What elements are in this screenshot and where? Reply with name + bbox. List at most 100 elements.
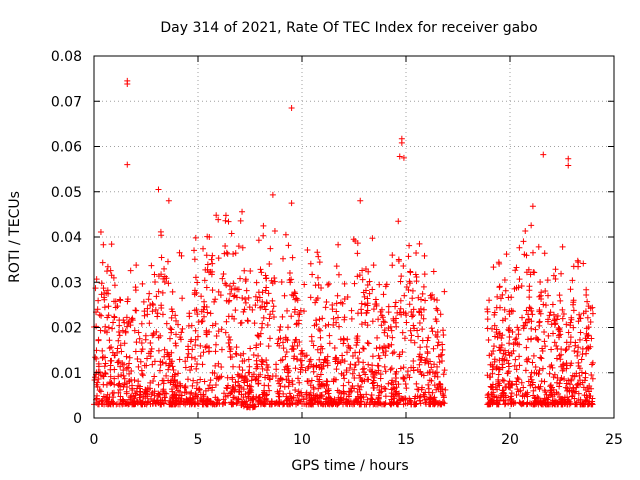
data-point: [212, 320, 219, 327]
data-point: [344, 400, 351, 407]
data-point: [100, 241, 107, 248]
data-point: [364, 300, 371, 307]
x-tick-label: 10: [293, 432, 311, 448]
x-tick-label: 15: [397, 432, 415, 448]
data-point: [385, 309, 392, 316]
data-point: [115, 359, 122, 366]
data-point: [409, 313, 416, 320]
data-point: [516, 276, 523, 283]
data-point: [116, 317, 123, 324]
data-point: [369, 286, 376, 293]
data-point: [571, 347, 578, 354]
data-point: [136, 335, 143, 342]
data-point: [416, 353, 422, 360]
data-point: [260, 314, 267, 321]
data-point: [230, 293, 237, 300]
data-point: [407, 337, 414, 344]
data-point: [358, 321, 365, 328]
data-point: [425, 381, 432, 388]
data-point: [161, 394, 168, 401]
data-point: [285, 395, 292, 402]
data-point: [246, 304, 253, 311]
data-point: [533, 398, 540, 405]
data-point: [178, 398, 185, 405]
data-point: [389, 334, 396, 341]
data-point: [392, 370, 399, 377]
data-point: [526, 283, 533, 290]
data-point: [208, 256, 215, 263]
data-point: [172, 397, 179, 404]
data-point: [382, 393, 389, 400]
data-point: [308, 377, 315, 384]
data-point: [364, 339, 371, 346]
data-point: [127, 267, 134, 274]
data-point: [273, 366, 280, 373]
data-point: [255, 289, 262, 296]
data-point: [376, 355, 383, 362]
data-point: [323, 299, 330, 306]
data-point: [565, 329, 572, 336]
data-point: [289, 381, 296, 388]
data-point: [337, 359, 344, 366]
data-point: [370, 306, 377, 313]
data-point: [588, 335, 595, 342]
data-point: [161, 353, 168, 360]
data-point: [431, 394, 438, 401]
data-point: [203, 343, 210, 350]
data-point: [388, 386, 395, 393]
data-point: [317, 327, 324, 334]
data-point: [124, 298, 131, 305]
data-point: [282, 336, 289, 343]
data-point: [516, 244, 523, 251]
data-point: [228, 399, 235, 406]
data-point: [528, 222, 535, 229]
data-point: [374, 382, 381, 389]
data-point: [440, 371, 447, 378]
data-point: [167, 325, 174, 332]
data-point: [529, 203, 536, 210]
data-point: [530, 387, 537, 394]
data-point: [225, 334, 232, 341]
data-point: [232, 250, 239, 257]
data-point: [262, 272, 269, 279]
data-point: [134, 400, 141, 407]
data-point: [244, 378, 251, 385]
data-point: [227, 336, 234, 343]
x-tick-labels: 0 5 10 15 20 25: [90, 432, 623, 448]
data-point: [335, 241, 342, 248]
y-tick-label: 0.01: [51, 366, 82, 382]
data-point: [316, 376, 323, 383]
data-point: [225, 340, 232, 347]
data-point: [329, 306, 336, 313]
data-point: [99, 259, 106, 266]
data-point: [151, 373, 158, 380]
data-point: [285, 383, 292, 390]
data-point: [369, 353, 376, 360]
data-point: [335, 271, 342, 278]
data-point: [239, 367, 246, 374]
data-point: [563, 380, 570, 387]
data-point: [489, 366, 496, 373]
data-point: [292, 290, 299, 297]
data-point: [388, 365, 395, 372]
data-point: [542, 389, 549, 396]
data-point: [191, 247, 198, 254]
data-point: [385, 303, 392, 310]
data-point: [294, 297, 301, 304]
data-point: [484, 306, 491, 313]
data-point: [520, 238, 527, 245]
x-tick-label: 20: [501, 432, 519, 448]
data-point: [379, 314, 386, 321]
data-point: [339, 356, 346, 363]
data-point: [203, 252, 210, 259]
data-point: [420, 372, 427, 379]
data-point: [389, 262, 396, 269]
data-point: [118, 348, 125, 355]
data-point: [222, 212, 229, 219]
data-point: [229, 385, 236, 392]
data-point: [354, 355, 361, 362]
data-point: [565, 155, 572, 162]
data-point: [330, 315, 337, 322]
data-point: [526, 304, 533, 311]
data-point: [235, 243, 242, 250]
